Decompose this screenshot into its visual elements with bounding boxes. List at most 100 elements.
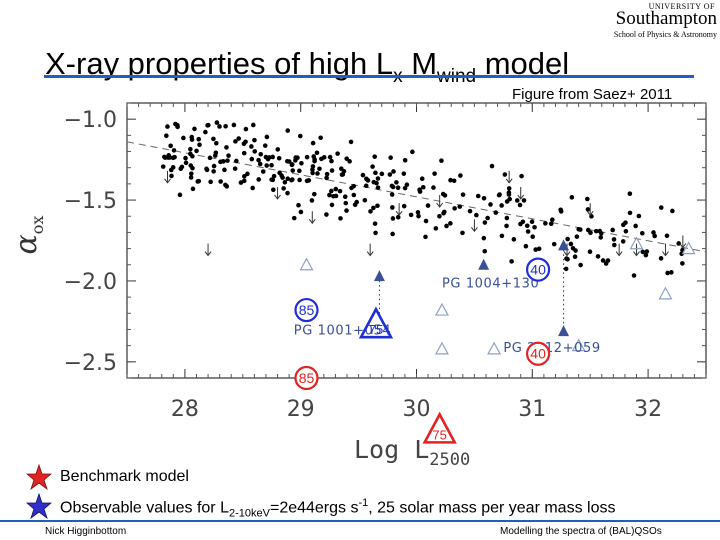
data-point (277, 170, 282, 176)
data-point (532, 224, 537, 230)
data-point (573, 248, 578, 253)
data-point (481, 195, 487, 201)
data-point (160, 164, 166, 169)
model-marker-label: 40 (530, 262, 546, 278)
y-tick-label: −2.0 (64, 270, 117, 295)
data-point (363, 183, 369, 189)
data-point (577, 227, 583, 232)
data-point (264, 163, 270, 168)
data-point (496, 192, 502, 198)
data-point (420, 184, 426, 190)
model-marker-label: 85 (299, 302, 315, 318)
data-point (270, 177, 276, 183)
data-point (390, 231, 395, 237)
data-point (431, 185, 436, 190)
data-point (523, 243, 529, 249)
data-point (451, 178, 457, 184)
data-point (232, 166, 238, 171)
data-point (189, 171, 194, 176)
data-point (481, 235, 487, 241)
data-point (194, 148, 199, 154)
data-point (177, 192, 183, 198)
data-point (442, 209, 447, 215)
data-point (241, 178, 247, 184)
model-marker-label: 75 (432, 427, 446, 442)
data-point (598, 235, 604, 240)
data-point (402, 157, 408, 163)
model-triangle-marker (358, 306, 394, 339)
data-point (324, 175, 329, 181)
data-point (394, 180, 399, 185)
model-triangle-marker (422, 411, 457, 444)
data-point (297, 133, 303, 139)
data-point (171, 148, 177, 153)
data-point (680, 261, 685, 266)
data-point (670, 208, 675, 214)
data-point (315, 171, 320, 176)
legend-observable-label: Observable values for L2-10keV=2e44ergs … (60, 497, 616, 520)
data-point (493, 210, 499, 215)
data-point (333, 186, 339, 192)
data-point (344, 208, 349, 213)
data-point (391, 169, 396, 174)
x-tick-label: 31 (518, 397, 546, 422)
data-point (223, 123, 228, 129)
data-point (433, 226, 439, 231)
upper-limit-arrowhead (586, 210, 594, 216)
open-triangle (658, 286, 673, 300)
data-point (375, 176, 381, 181)
data-point (643, 252, 649, 258)
upper-limit-arrowhead (164, 178, 171, 184)
data-point (395, 214, 401, 220)
data-point (676, 241, 682, 246)
figure-credit: Figure from Saez+ 2011 (512, 86, 673, 103)
data-point (181, 135, 186, 141)
scatter-chart: 28 29 30 31 32 −1.0 −1.5 −2.0 −2.5 PG 1004+130 PG… (9, 102, 707, 470)
data-point (658, 205, 664, 210)
filled-triangle (478, 258, 490, 270)
data-point (217, 124, 222, 129)
data-point (530, 234, 536, 240)
footer-author: Nick Higginbottom (45, 526, 127, 537)
data-point (375, 185, 381, 190)
data-point (178, 166, 184, 172)
open-triangle (434, 302, 449, 316)
data-point (188, 146, 193, 152)
data-point (304, 154, 310, 160)
data-point (256, 157, 261, 163)
data-point (599, 231, 604, 236)
data-point (225, 158, 230, 163)
data-point (408, 212, 414, 218)
data-point (565, 236, 570, 242)
data-point (318, 135, 323, 141)
data-point (439, 158, 444, 163)
data-point (585, 207, 591, 212)
data-point (169, 173, 174, 179)
data-point (669, 270, 674, 275)
data-point (644, 249, 650, 254)
data-point (250, 185, 255, 191)
data-point (372, 221, 378, 226)
data-point (207, 155, 213, 161)
data-point (211, 163, 217, 169)
data-point (536, 246, 542, 252)
title-underline (44, 75, 694, 78)
data-point (241, 141, 247, 147)
data-point (389, 192, 395, 197)
data-point (517, 202, 523, 208)
data-point (249, 144, 254, 149)
data-point (402, 185, 408, 191)
data-point (568, 241, 574, 247)
y-axis-label-sub: ox (28, 216, 47, 235)
data-point (324, 212, 329, 217)
data-point (504, 223, 509, 229)
data-point (218, 159, 223, 165)
slide-title: X-ray properties of high Lx Mwind model (45, 44, 569, 97)
data-point (257, 161, 263, 167)
legend-benchmark-label: Benchmark model (60, 468, 189, 485)
data-point (344, 156, 349, 161)
data-point (627, 210, 633, 216)
upper-limit-arrowhead (563, 251, 571, 257)
data-point (347, 159, 352, 164)
data-point (652, 233, 657, 239)
